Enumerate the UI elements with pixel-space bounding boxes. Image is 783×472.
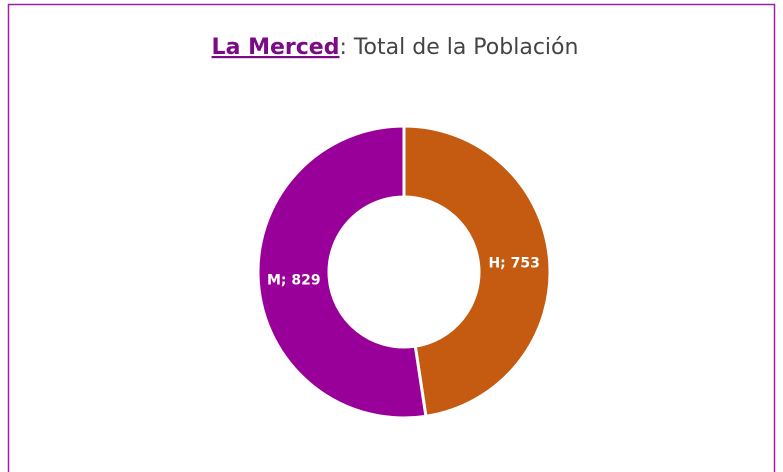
title-emphasis: La Merced <box>212 35 340 60</box>
title-text: : Total de la Población <box>339 35 578 60</box>
data-label: M; 829 <box>267 272 321 288</box>
donut-slice <box>402 124 552 419</box>
data-label: H; 753 <box>488 256 539 272</box>
chart-title: La Merced: Total de la Población <box>212 35 579 60</box>
donut-slice <box>256 124 428 420</box>
